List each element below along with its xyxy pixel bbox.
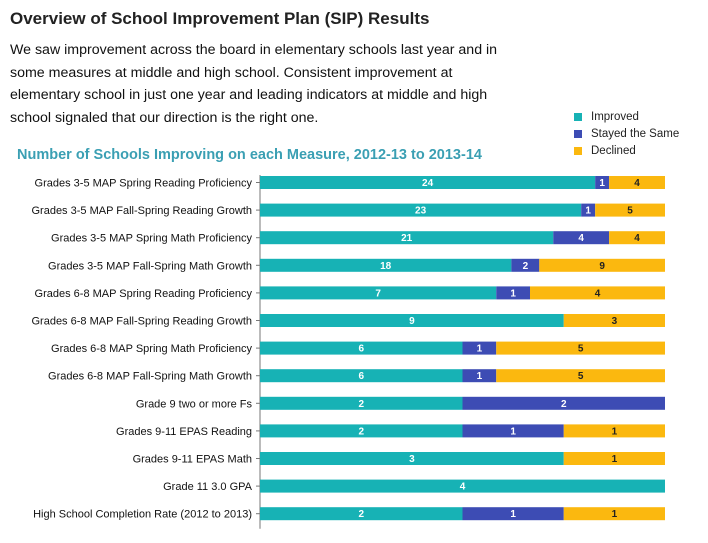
bar-value-label: 1 xyxy=(477,344,483,355)
bar-segment xyxy=(563,424,665,438)
bar-value-label: 2 xyxy=(523,261,529,272)
intro-paragraph: We saw improvement across the board in e… xyxy=(10,42,498,126)
bar-segment xyxy=(563,452,665,465)
category-label: Grades 6-8 MAP Fall-Spring Math Growth xyxy=(48,371,252,383)
chart-legend: Improved Stayed the Same Declined xyxy=(574,108,679,159)
bar-segment xyxy=(260,341,463,355)
bar-segment xyxy=(595,203,665,217)
bar-value-label: 1 xyxy=(585,206,591,217)
bar-segment xyxy=(260,479,665,493)
bar-value-label: 4 xyxy=(634,178,640,189)
bar-value-label: 9 xyxy=(409,316,415,327)
category-label: High School Completion Rate (2012 to 201… xyxy=(33,509,252,521)
bar-value-label: 24 xyxy=(422,178,434,189)
bar-value-label: 2 xyxy=(561,399,567,410)
bar-segment xyxy=(530,286,665,300)
bar-segment xyxy=(260,424,463,438)
bar-value-label: 21 xyxy=(401,233,413,244)
bar-value-label: 6 xyxy=(358,371,364,382)
category-label: Grade 9 two or more Fs xyxy=(136,398,253,410)
bar-value-label: 4 xyxy=(595,288,601,299)
bar-value-label: 9 xyxy=(599,261,605,272)
bar-segment xyxy=(260,396,463,410)
category-label: Grades 6-8 MAP Fall-Spring Reading Growt… xyxy=(31,316,252,328)
bar-segment xyxy=(553,231,610,245)
category-label: Grades 6-8 MAP Spring Reading Proficienc… xyxy=(35,288,253,300)
bar-value-label: 4 xyxy=(578,233,584,244)
bar-segment xyxy=(260,203,582,217)
bar-segment xyxy=(462,424,564,438)
bar-value-label: 2 xyxy=(358,426,364,437)
bar-segment xyxy=(496,369,665,383)
bar-segment xyxy=(260,286,497,300)
bar-value-label: 1 xyxy=(599,178,605,189)
bar-segment xyxy=(462,369,497,383)
category-label: Grades 9-11 EPAS Math xyxy=(133,454,252,466)
bar-value-label: 1 xyxy=(510,426,516,437)
category-label: Grades 3-5 MAP Spring Reading Proficienc… xyxy=(35,178,253,190)
bar-value-label: 23 xyxy=(415,206,427,217)
legend-label: Stayed the Same xyxy=(591,127,680,140)
bar-value-label: 4 xyxy=(460,482,466,493)
bar-value-label: 1 xyxy=(612,509,618,520)
bar-value-label: 1 xyxy=(612,454,618,465)
legend-item-stayed-the-same: Stayed the Same xyxy=(574,125,679,142)
bar-segment xyxy=(462,341,497,355)
bar-segment xyxy=(260,507,463,521)
bar-value-label: 4 xyxy=(634,233,640,244)
bar-value-label: 1 xyxy=(510,288,516,299)
bar-value-label: 1 xyxy=(612,426,618,437)
legend-swatch xyxy=(574,146,582,155)
bar-value-label: 6 xyxy=(358,344,364,355)
bar-segment xyxy=(595,176,610,189)
category-label: Grades 3-5 MAP Spring Math Proficiency xyxy=(51,233,252,245)
category-label: Grades 3-5 MAP Fall-Spring Math Growth xyxy=(48,260,252,272)
legend-item-declined: Declined xyxy=(574,142,679,159)
legend-item-improved: Improved xyxy=(574,108,679,125)
bar-segment xyxy=(260,369,463,383)
bar-segment xyxy=(260,314,564,327)
bar-value-label: 3 xyxy=(409,454,415,465)
category-label: Grade 11 3.0 GPA xyxy=(163,481,253,493)
legend-swatch xyxy=(574,129,582,138)
bar-segment xyxy=(260,176,596,189)
bar-segment xyxy=(462,396,665,410)
bar-value-label: 1 xyxy=(510,509,516,520)
bar-segment xyxy=(260,258,512,272)
bar-segment xyxy=(462,507,564,521)
chart-title: Number of Schools Improving on each Meas… xyxy=(17,147,482,163)
bar-segment xyxy=(563,507,665,521)
bar-value-label: 18 xyxy=(380,261,392,272)
bar-segment xyxy=(260,231,554,245)
page-title: Overview of School Improvement Plan (SIP… xyxy=(10,9,430,28)
legend-label: Improved xyxy=(591,110,639,123)
bar-segment xyxy=(539,258,665,272)
bar-segment xyxy=(496,341,665,355)
category-label: Grades 6-8 MAP Spring Math Proficiency xyxy=(51,343,252,355)
legend-swatch xyxy=(574,112,582,121)
bar-segment xyxy=(260,452,564,465)
bar-value-label: 2 xyxy=(358,399,364,410)
bar-value-label: 2 xyxy=(358,509,364,520)
bar-segment xyxy=(496,286,530,300)
category-label: Grades 3-5 MAP Fall-Spring Reading Growt… xyxy=(31,205,252,217)
bar-segment xyxy=(563,314,665,327)
bar-segment xyxy=(581,203,596,217)
bar-segment xyxy=(511,258,540,272)
bar-value-label: 7 xyxy=(375,288,381,299)
legend-label: Declined xyxy=(591,144,636,157)
bar-value-label: 3 xyxy=(612,316,618,327)
category-label: Grades 9-11 EPAS Reading xyxy=(116,426,252,438)
bar-value-label: 5 xyxy=(627,206,633,217)
bar-segment xyxy=(609,176,665,189)
bar-segment xyxy=(609,231,665,245)
bar-value-label: 1 xyxy=(477,371,483,382)
bar-value-label: 5 xyxy=(578,344,584,355)
bar-value-label: 5 xyxy=(578,371,584,382)
